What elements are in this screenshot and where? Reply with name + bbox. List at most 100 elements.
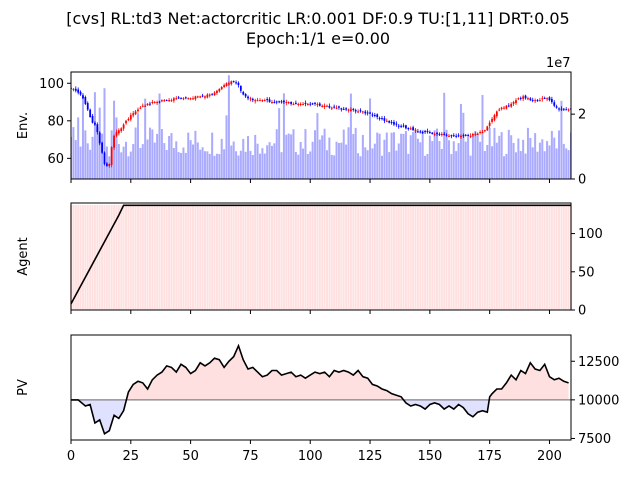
background-bar — [168, 205, 171, 310]
background-bar — [421, 205, 424, 310]
candle-body — [165, 100, 168, 102]
volume-bar — [452, 141, 455, 179]
candle-body — [483, 130, 486, 132]
background-bar — [373, 205, 376, 310]
background-bar — [134, 205, 137, 310]
candle-body — [421, 132, 424, 134]
background-bar — [325, 205, 328, 310]
background-bar — [505, 205, 508, 310]
volume-bar — [91, 136, 94, 179]
candle-body — [345, 108, 348, 110]
background-bar — [531, 205, 534, 310]
volume-bar — [567, 150, 570, 179]
background-bar — [366, 205, 369, 310]
background-bar — [436, 205, 439, 310]
candle-body — [110, 147, 113, 165]
volume-bar — [514, 152, 517, 179]
candle-body — [342, 108, 345, 110]
volume-bar — [519, 151, 522, 179]
background-bar — [199, 205, 202, 310]
volume-bar — [543, 151, 546, 179]
agent-position-panel: 0 50 100 Agent — [16, 202, 603, 319]
volume-bar — [565, 148, 568, 179]
volume-bar — [258, 153, 261, 179]
candle-body — [452, 135, 455, 137]
candle-body — [232, 81, 235, 83]
y2-tick-label: 50 — [578, 265, 595, 280]
volume-bar — [359, 156, 362, 179]
candle-body — [565, 109, 568, 111]
candle-body — [251, 98, 254, 101]
candle-body — [431, 132, 434, 134]
background-bar — [519, 205, 522, 310]
candle-body — [385, 120, 388, 122]
candle-body — [378, 117, 381, 119]
background-bar — [160, 205, 163, 310]
background-bar — [443, 205, 446, 310]
candle-body — [247, 96, 249, 99]
volume-bar — [491, 146, 494, 179]
candle-body — [390, 121, 393, 123]
candle-body — [211, 94, 214, 96]
candle-body — [213, 92, 216, 96]
background-bar — [407, 205, 410, 310]
background-bar — [349, 205, 352, 310]
candle-body — [436, 132, 438, 134]
background-bar — [282, 205, 285, 310]
volume-bar — [529, 137, 532, 179]
background-bar — [321, 205, 324, 310]
volume-bar — [388, 152, 391, 179]
candle-body — [567, 109, 570, 111]
volume-bar — [342, 129, 345, 179]
volume-bar — [273, 143, 276, 179]
background-bar — [467, 205, 470, 310]
background-bar — [433, 205, 436, 310]
background-bar — [91, 205, 94, 310]
background-bar — [364, 205, 367, 310]
candle-body — [376, 114, 379, 118]
volume-bar — [531, 147, 534, 179]
background-bar — [438, 205, 441, 310]
volume-bar — [306, 153, 309, 179]
candle-body — [330, 107, 333, 109]
candle-body — [524, 95, 527, 99]
volume-bar — [192, 144, 195, 179]
volume-bar — [304, 129, 307, 179]
candle-body — [242, 91, 245, 95]
volume-bar — [505, 153, 508, 179]
y-tick-label: 100 — [39, 77, 64, 92]
volume-bar — [495, 142, 498, 179]
candle-body — [156, 102, 159, 104]
volume-bar — [254, 134, 257, 179]
candle-body — [316, 103, 319, 105]
background-bar — [491, 205, 494, 310]
candle-body — [443, 133, 446, 135]
candle-body — [383, 118, 386, 121]
background-bar — [459, 205, 462, 310]
candle-body — [244, 93, 247, 97]
candle-body — [469, 135, 472, 137]
candle-body — [115, 132, 118, 136]
volume-bar — [517, 138, 520, 179]
background-bar — [211, 205, 214, 310]
candle-body — [448, 135, 450, 137]
volume-bar — [464, 141, 467, 179]
background-bar — [558, 205, 561, 310]
volume-bar — [419, 142, 422, 179]
volume-bar — [139, 147, 142, 179]
background-bar — [541, 205, 544, 310]
volume-bar — [400, 133, 403, 179]
volume-bar — [450, 154, 453, 179]
background-bar — [96, 205, 99, 310]
chart-title-line2: Epoch:1/1 e=0.00 — [246, 29, 390, 48]
candle-body — [283, 100, 285, 103]
background-bar — [273, 205, 276, 310]
volume-bar — [392, 132, 395, 179]
candle-body — [82, 95, 84, 99]
chart-title-line1: [cvs] RL:td3 Net:actorcritic LR:0.001 DF… — [66, 9, 569, 28]
volume-bar — [476, 132, 479, 179]
background-bar — [498, 205, 501, 310]
background-bar — [428, 205, 431, 310]
volume-bar — [115, 117, 118, 179]
